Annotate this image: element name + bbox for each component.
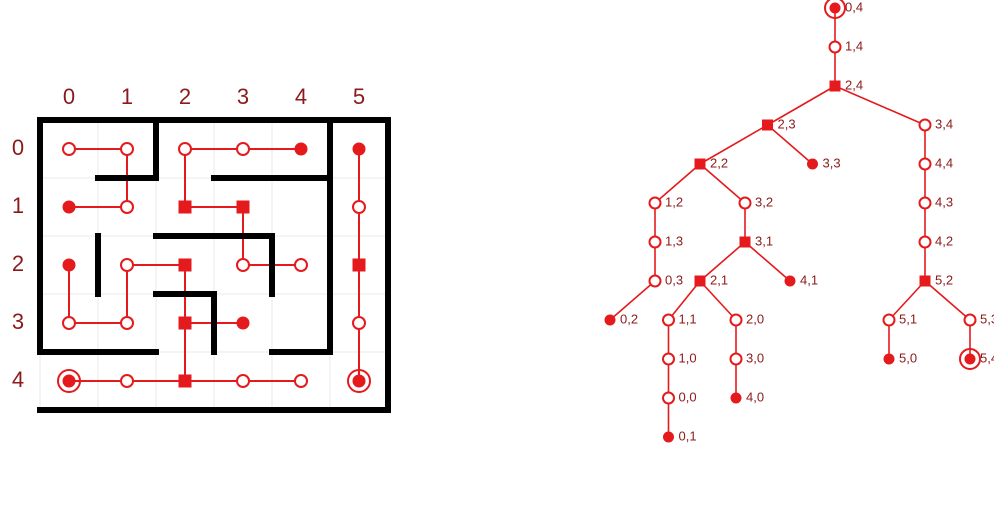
- tree-node-label: 2,3: [778, 116, 796, 131]
- tree-node-label: 0,3: [665, 272, 683, 287]
- tree-node-label: 4,1: [800, 272, 818, 287]
- tree-node-label: 1,3: [665, 233, 683, 248]
- tree-node-label: 1,0: [679, 350, 697, 365]
- tree-node-label: 2,2: [710, 155, 728, 170]
- tree-node-label: 5,0: [899, 350, 917, 365]
- tree-node-label: 1,4: [845, 38, 863, 53]
- tree-node-label: 2,0: [746, 311, 764, 326]
- tree-group: 0,4 1,4 2,4 2,3 3,4 2,2 3,3 4,4 1,2 3,2 4,3 1,3 3,1 4…: [610, 0, 994, 443]
- tree-node-label: 3,3: [823, 155, 841, 170]
- tree-node-label: 1,2: [665, 194, 683, 209]
- tree-node-label: 4,4: [935, 155, 953, 170]
- maze-row-label: 3: [12, 309, 24, 334]
- maze-col-label: 0: [63, 84, 75, 109]
- tree-node-label: 1,1: [679, 311, 697, 326]
- diagram-svg: 0 1 2 3 4 5 0 1 2 3 4 0,4 1,4 2,4 2,3 3,4 2,2 3,3 4,4 1,2 3,…: [0, 0, 994, 512]
- maze-row-label: 4: [12, 367, 24, 392]
- maze-col-label: 4: [295, 84, 307, 109]
- maze-row-label: 1: [12, 193, 24, 218]
- diagram-root: 0 1 2 3 4 5 0 1 2 3 4 0,4 1,4 2,4 2,3 3,4 2,2 3,3 4,4 1,2 3,…: [0, 0, 994, 512]
- tree-node-label: 0,1: [679, 428, 697, 443]
- tree-node-label: 3,0: [746, 350, 764, 365]
- tree-node-label: 4,2: [935, 233, 953, 248]
- maze-col-label: 3: [237, 84, 249, 109]
- tree-node-label: 3,4: [935, 116, 953, 131]
- tree-node-label: 4,3: [935, 194, 953, 209]
- tree-node-label: 5,4: [980, 350, 994, 365]
- tree-node-label: 5,2: [935, 272, 953, 287]
- tree-node-label: 0,2: [620, 311, 638, 326]
- tree-node-label: 4,0: [746, 389, 764, 404]
- tree-node-label: 0,0: [679, 389, 697, 404]
- tree-node-label: 3,1: [755, 233, 773, 248]
- maze-row-label: 2: [12, 251, 24, 276]
- tree-node-label: 5,3: [980, 311, 994, 326]
- tree-node-label: 0,4: [845, 0, 863, 14]
- tree-node-label: 2,1: [710, 272, 728, 287]
- maze-col-label: 1: [121, 84, 133, 109]
- tree-node-label: 5,1: [899, 311, 917, 326]
- maze-col-label: 5: [353, 84, 365, 109]
- maze-col-label: 2: [179, 84, 191, 109]
- maze-row-label: 0: [12, 135, 24, 160]
- tree-node-label: 3,2: [755, 194, 773, 209]
- tree-node-label: 2,4: [845, 77, 863, 92]
- maze-group: 0 1 2 3 4 5 0 1 2 3 4: [12, 84, 388, 410]
